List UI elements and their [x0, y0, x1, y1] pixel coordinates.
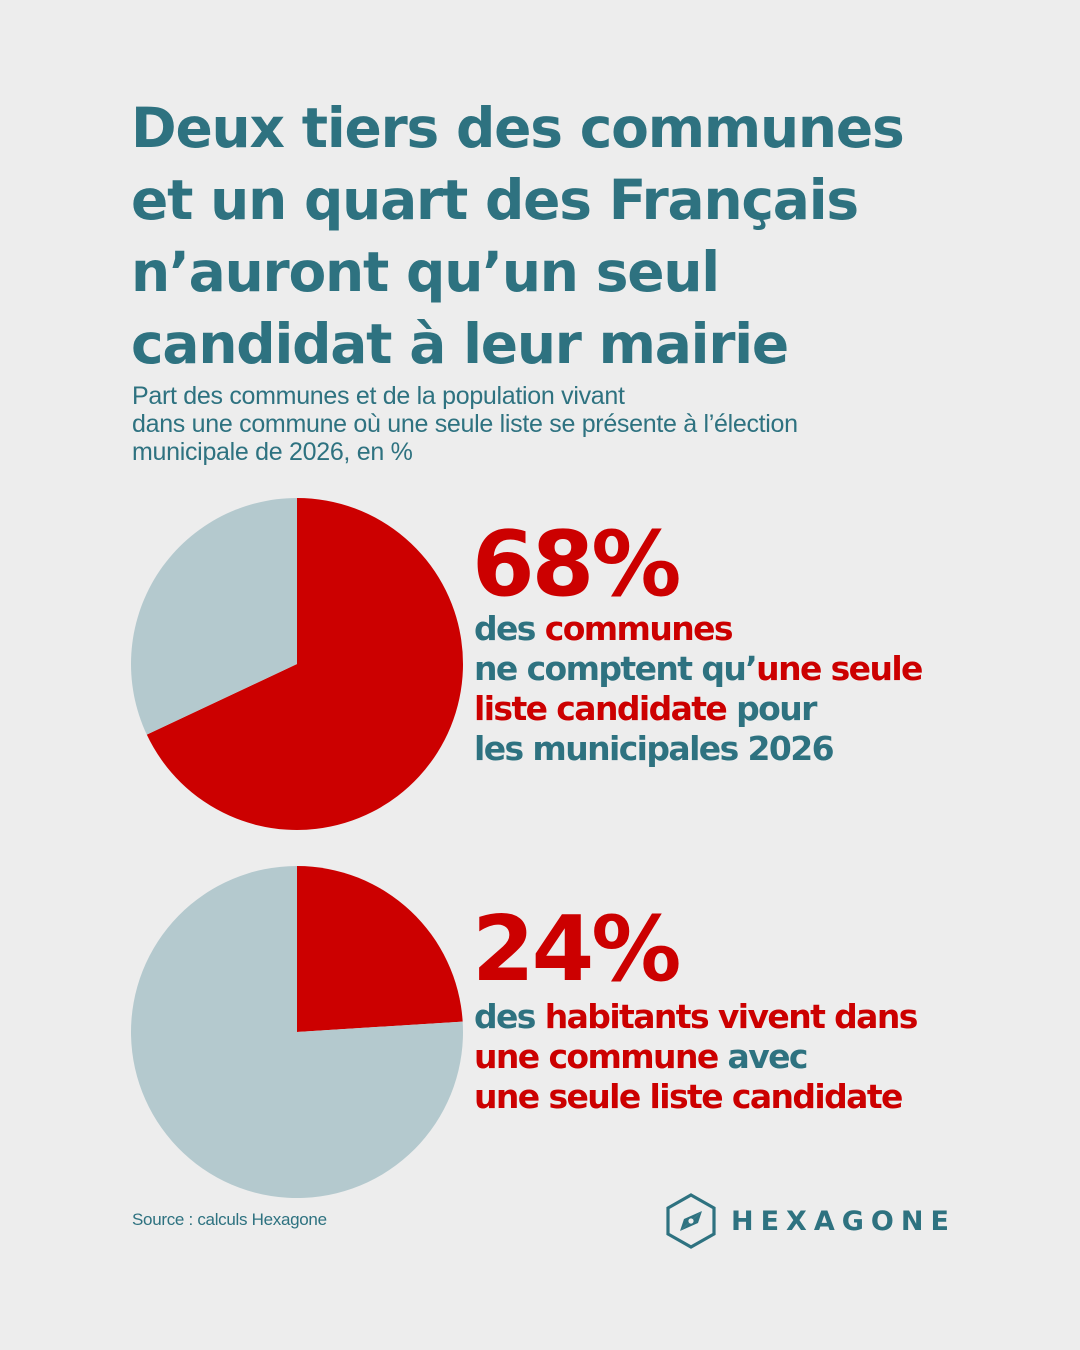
pie-chart-habitants: [130, 866, 464, 1198]
title-line: n’auront qu’un seul: [131, 240, 720, 304]
subtitle: Part des communes et de la population vi…: [132, 382, 1012, 466]
highlight-text: une commune: [474, 1037, 719, 1076]
description-line: ne comptent qu’une seule: [474, 649, 923, 689]
hexagon-compass-icon: [666, 1193, 716, 1249]
description-line: des communes: [474, 609, 922, 649]
pie-slice-rest: [131, 498, 297, 735]
stat-habitants-description: des habitants vivent dans une commune ave…: [474, 997, 919, 1117]
description-line: liste candidate pour: [474, 689, 922, 729]
description-line: une seule liste candidate: [474, 1077, 917, 1117]
body-text: ne comptent qu’: [474, 649, 758, 688]
highlight-text: liste candidate: [474, 689, 728, 728]
body-text: des: [474, 997, 545, 1036]
highlight-text: communes: [544, 609, 734, 648]
stat-communes-description: des communes ne comptent qu’une seule list…: [474, 609, 923, 769]
logo-text: HEXAGONE: [731, 1205, 956, 1237]
stat-communes-value: 68%: [472, 512, 681, 617]
highlight-text: une seule liste candidate: [474, 1077, 903, 1116]
source-note: Source : calculs Hexagone: [132, 1210, 327, 1229]
description-line: une commune avec: [474, 1037, 917, 1077]
stat-habitants-value: 24%: [472, 897, 681, 1002]
page-title: Deux tiers des communes et un quart des …: [131, 92, 1011, 380]
pie-slice-highlight: [146, 498, 463, 830]
highlight-text: une seule: [756, 649, 923, 688]
body-text: les municipales 2026: [474, 729, 835, 768]
title-line: Deux tiers des communes: [131, 96, 905, 160]
body-text: pour: [726, 689, 817, 728]
pie-chart-communes: [131, 498, 463, 830]
body-text: des: [474, 609, 545, 648]
description-line: des habitants vivent dans: [474, 997, 919, 1037]
subtitle-line: dans une commune où une seule liste se p…: [132, 410, 798, 438]
pie-slice-highlight: [297, 866, 463, 1032]
subtitle-line: Part des communes et de la population vi…: [132, 382, 625, 410]
pie-slice-rest: [130, 866, 464, 1198]
title-line: et un quart des Français: [131, 168, 859, 232]
hexagone-logo: HEXAGONE: [665, 1192, 956, 1250]
description-line: les municipales 2026: [474, 729, 922, 769]
subtitle-line: municipale de 2026, en %: [132, 438, 413, 466]
body-text: avec: [717, 1037, 809, 1076]
title-line: candidat à leur mairie: [131, 312, 789, 376]
highlight-text: habitants vivent dans: [544, 997, 919, 1036]
